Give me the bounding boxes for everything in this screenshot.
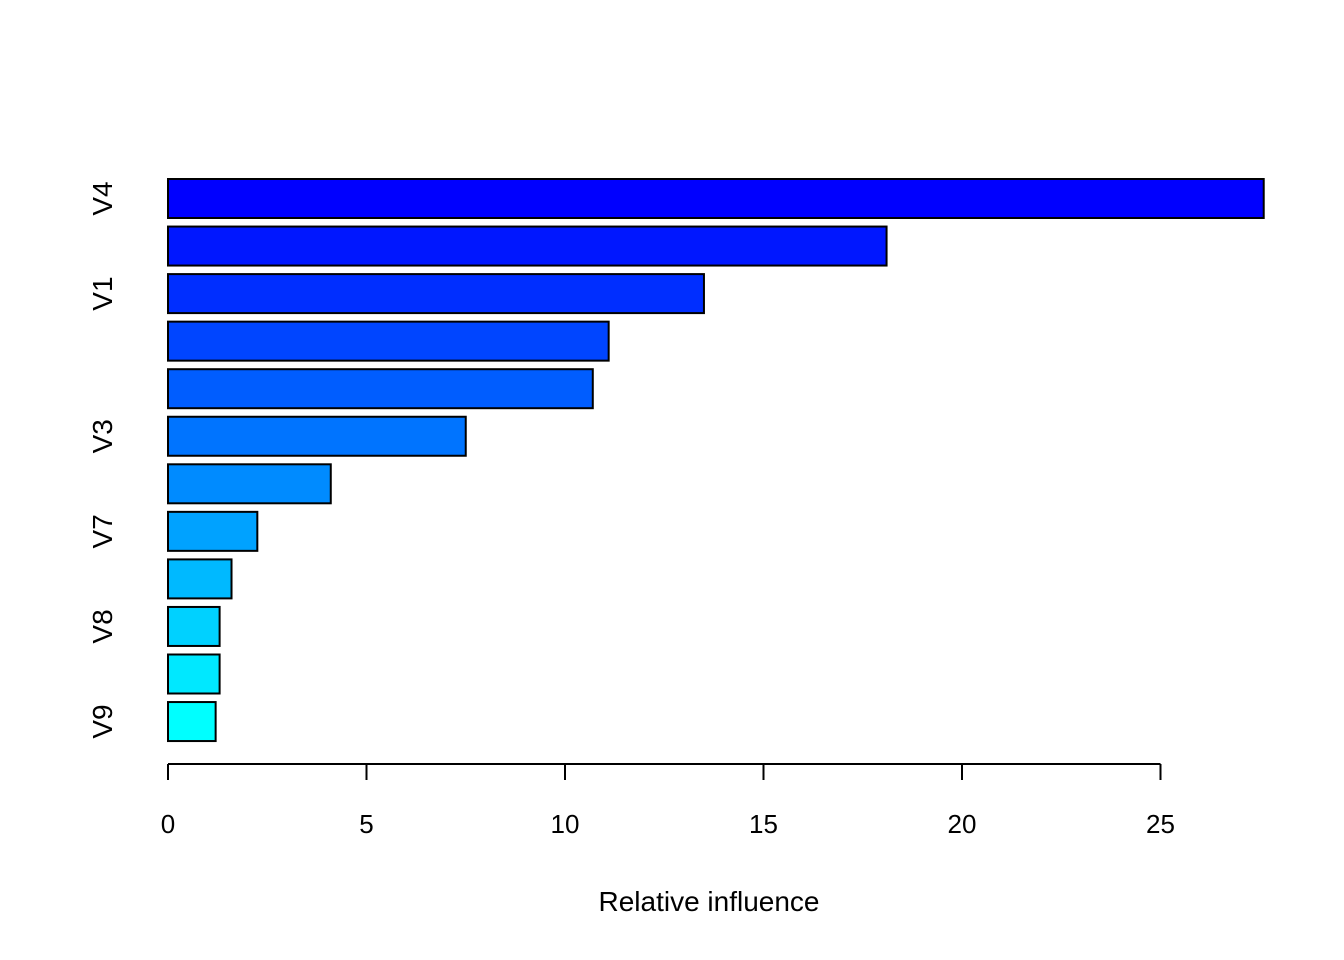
x-tick-label-20: 20	[948, 809, 977, 839]
x-tick-label-0: 0	[161, 809, 175, 839]
bar-10	[167, 605, 221, 647]
bar-1	[167, 178, 1265, 219]
category-label-v3: V3	[87, 419, 118, 453]
bar-4	[167, 320, 610, 362]
bar-9	[167, 558, 233, 600]
category-label-v7: V7	[87, 514, 118, 548]
x-axis-title: Relative influence	[598, 886, 819, 917]
bar-11	[167, 653, 221, 695]
bar-3	[167, 273, 705, 315]
category-label-v8: V8	[87, 609, 118, 643]
x-tick-label-25: 25	[1146, 809, 1175, 839]
category-labels: V4 V1 V3 V7 V8 V9	[87, 181, 118, 738]
category-label-v4: V4	[87, 181, 118, 215]
category-label-v9: V9	[87, 704, 118, 738]
bars-group	[167, 178, 1265, 743]
x-tick-label-5: 5	[359, 809, 373, 839]
bar-7	[167, 463, 332, 505]
x-ticks: 0 5 10 15 20 25	[161, 764, 1175, 839]
x-axis: 0 5 10 15 20 25	[161, 763, 1175, 839]
bar-8	[167, 510, 259, 552]
bar-2	[167, 225, 888, 267]
bar-6	[167, 415, 467, 457]
bar-12	[167, 701, 217, 743]
category-label-v1: V1	[87, 276, 118, 310]
x-tick-label-15: 15	[749, 809, 778, 839]
bar-5	[167, 368, 594, 410]
x-tick-label-10: 10	[551, 809, 580, 839]
